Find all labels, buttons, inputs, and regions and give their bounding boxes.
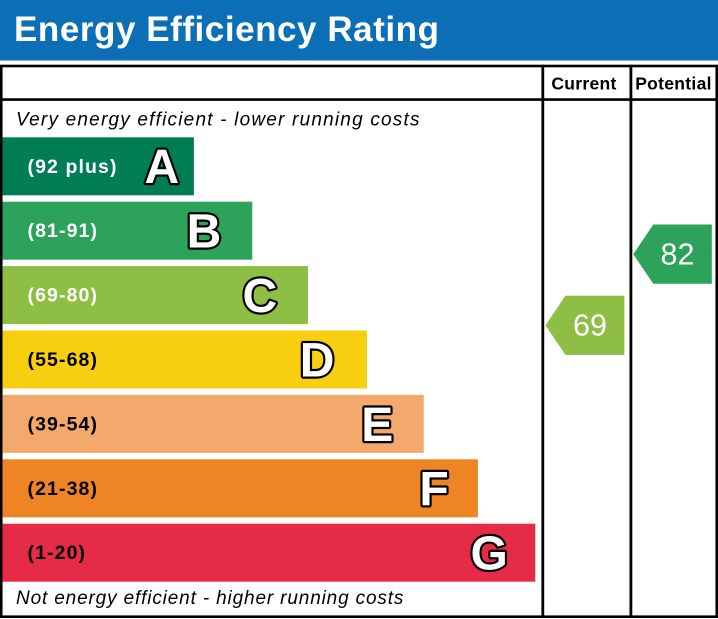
svg-text:(39-54): (39-54): [28, 413, 99, 435]
svg-text:(81-91): (81-91): [28, 220, 99, 242]
svg-text:(55-68): (55-68): [28, 349, 99, 371]
svg-text:Potential: Potential: [635, 74, 712, 94]
svg-text:E: E: [361, 399, 393, 452]
svg-text:Very energy efficient - lower: Very energy efficient - lower running co…: [16, 109, 421, 130]
svg-text:69: 69: [573, 309, 607, 343]
svg-text:(1-20): (1-20): [28, 542, 87, 564]
svg-text:Not energy efficient - higher: Not energy efficient - higher running co…: [16, 588, 404, 609]
svg-text:(92 plus): (92 plus): [28, 156, 118, 178]
svg-text:(69-80): (69-80): [28, 285, 99, 307]
svg-text:F: F: [419, 463, 448, 516]
svg-text:C: C: [243, 270, 278, 323]
svg-text:B: B: [187, 206, 222, 259]
svg-text:G: G: [471, 528, 508, 581]
svg-text:A: A: [145, 141, 180, 194]
svg-text:(21-38): (21-38): [28, 478, 99, 500]
svg-text:82: 82: [661, 238, 695, 272]
svg-text:Current: Current: [551, 74, 616, 94]
svg-text:D: D: [300, 334, 335, 387]
svg-text:Energy Efficiency Rating: Energy Efficiency Rating: [14, 10, 440, 49]
